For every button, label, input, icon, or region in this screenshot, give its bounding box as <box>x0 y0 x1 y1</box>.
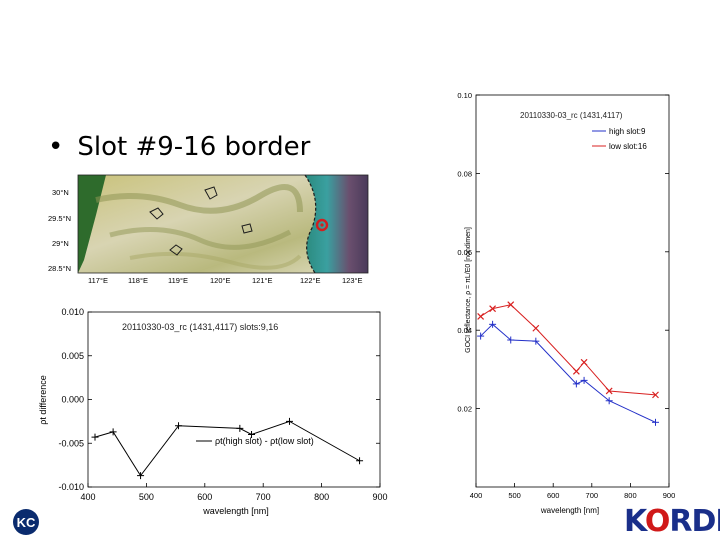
plot-area <box>87 311 381 488</box>
map-coastline <box>304 174 317 274</box>
bullet: • <box>48 132 64 162</box>
x-tick-label: 400 <box>470 491 483 500</box>
data-point <box>137 472 145 480</box>
x-tick-label: 400 <box>80 492 95 502</box>
plot-area <box>475 94 670 488</box>
x-axis-label: wavelength [nm] <box>202 506 269 516</box>
x-tick-label: 500 <box>139 492 154 502</box>
lon-label: 123°E <box>342 276 363 285</box>
data-point <box>507 301 515 309</box>
legend-label-low: low slot:16 <box>609 142 647 151</box>
data-point <box>572 367 580 375</box>
data-point <box>572 380 580 388</box>
map-frame <box>77 174 369 274</box>
kordi-logo: KORDI <box>624 504 720 539</box>
logo-text-accent: O <box>644 504 670 539</box>
sample-location-marker <box>315 218 329 232</box>
y-tick-label: 0.10 <box>457 91 472 100</box>
x-tick-label: 700 <box>586 491 599 500</box>
data-point <box>651 418 659 426</box>
y-tick-label: 0.000 <box>61 395 84 405</box>
data-point <box>605 387 613 395</box>
data-point <box>580 376 588 384</box>
chart-title: 20110330-03_rc (1431,4117) slots:9,16 <box>122 322 278 332</box>
lat-label: 29°N <box>52 239 69 248</box>
x-tick-label: 500 <box>508 491 521 500</box>
map-ridge <box>129 251 302 270</box>
x-tick-label: 800 <box>624 491 637 500</box>
lat-label: 30°N <box>52 188 69 197</box>
data-point <box>477 332 485 340</box>
series-line <box>480 304 656 396</box>
lat-label: 29.5°N <box>48 214 71 223</box>
data-point <box>91 433 99 441</box>
y-axis-label: GOCI reflectance, ρ = πL/E0 [nondimen] <box>465 227 472 353</box>
legend: ρt(high slot) - ρt(low slot) <box>196 436 314 446</box>
lon-label: 118°E <box>128 276 148 285</box>
y-tick-label: 0.010 <box>61 307 84 317</box>
lon-label: 122°E <box>300 276 321 285</box>
x-tick-label: 800 <box>314 492 329 502</box>
series-line <box>480 323 656 423</box>
kiost-logo: KC <box>13 509 39 535</box>
data-point <box>285 417 293 425</box>
y-tick-label: 0.08 <box>457 169 472 178</box>
legend-label: ρt(high slot) - ρt(low slot) <box>215 436 314 446</box>
lat-label: 28.5°N <box>48 264 71 273</box>
y-tick-label: -0.010 <box>58 482 84 492</box>
data-point <box>652 391 659 399</box>
chart-title: 20110330-03_rc (1431,4117) <box>520 111 623 120</box>
series-line <box>94 420 360 477</box>
lon-label: 121°E <box>252 276 273 285</box>
sample-location-dot <box>320 223 324 227</box>
x-tick-label: 700 <box>256 492 271 502</box>
map-ridge <box>109 227 292 250</box>
data-point <box>605 397 613 405</box>
y-tick-label: 0.02 <box>457 405 472 414</box>
x-tick-label: 900 <box>663 491 676 500</box>
data-point <box>236 424 244 432</box>
data-point <box>580 358 588 366</box>
legend: high slot:9 low slot:16 <box>592 127 647 151</box>
data-point <box>175 422 183 430</box>
y-tick-label: 0.04 <box>457 326 472 335</box>
logo-text-suffix: RDI <box>669 504 720 539</box>
slide-title-text: Slot #9-16 border <box>77 132 311 162</box>
y-tick-label: -0.005 <box>58 438 84 448</box>
legend-label-high: high slot:9 <box>609 127 646 136</box>
x-tick-label: 600 <box>547 491 560 500</box>
y-axis-label: ρt difference <box>38 375 48 424</box>
data-point <box>532 324 540 332</box>
logo-text: KC <box>17 515 36 530</box>
data-point <box>532 337 540 345</box>
data-point <box>507 336 515 344</box>
x-tick-label: 900 <box>372 492 387 502</box>
logo-text-prefix: K <box>624 504 646 539</box>
y-tick-label: 0.005 <box>61 351 84 361</box>
map-ridge <box>95 184 303 214</box>
y-tick-label: 0.06 <box>457 248 472 257</box>
map-borders <box>149 186 253 256</box>
data-point <box>248 431 256 438</box>
data-point <box>109 428 117 436</box>
data-point <box>477 313 485 320</box>
lon-label: 117°E <box>88 276 108 285</box>
x-axis-label: wavelength [nm] <box>540 506 599 515</box>
x-tick-label: 600 <box>197 492 212 502</box>
data-point <box>356 457 364 465</box>
map-sea <box>305 175 368 273</box>
data-point <box>489 320 497 328</box>
data-point <box>489 305 497 313</box>
lon-label: 119°E <box>168 276 188 285</box>
slide-title: • Slot #9-16 border <box>48 132 310 162</box>
lon-label: 120°E <box>210 276 231 285</box>
